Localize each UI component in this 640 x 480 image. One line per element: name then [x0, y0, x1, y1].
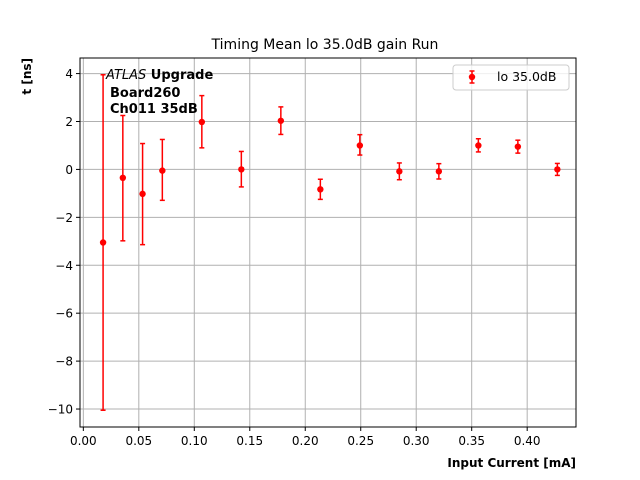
- data-marker: [139, 190, 146, 198]
- data-point: [119, 114, 127, 242]
- x-tick-label: 0.35: [458, 434, 485, 448]
- data-point: [317, 178, 324, 201]
- x-tick-label: 0.30: [403, 434, 430, 448]
- grid: [80, 58, 576, 427]
- chart-title: Timing Mean lo 35.0dB gain Run: [211, 37, 439, 53]
- data-point: [356, 133, 364, 156]
- data-marker: [99, 239, 107, 246]
- y-tick-label: 4: [65, 67, 73, 81]
- svg-text:ATLAS Upgrade: ATLAS Upgrade: [105, 68, 213, 83]
- y-tick-label: −10: [48, 403, 73, 417]
- data-series: [99, 74, 561, 411]
- legend-box: [452, 64, 570, 91]
- atlas-label: ATLAS: [105, 68, 146, 83]
- atlas-annotation: ATLAS Upgrade Board260 Ch011 35dB: [105, 68, 213, 117]
- x-axis-label: Input Current [mA]: [447, 456, 576, 470]
- x-tick-label: 0.05: [125, 434, 152, 448]
- data-marker: [514, 143, 522, 150]
- data-marker: [238, 166, 245, 173]
- data-point: [99, 74, 107, 411]
- legend: lo 35.0dB: [452, 64, 570, 91]
- data-point: [238, 150, 245, 188]
- data-point: [396, 162, 403, 181]
- data-point: [514, 139, 522, 154]
- data-point: [277, 106, 285, 136]
- upgrade-label: Upgrade: [146, 68, 213, 83]
- plot-frame: [79, 57, 577, 428]
- data-marker: [159, 167, 166, 174]
- data-point: [139, 142, 146, 246]
- data-point: [554, 162, 561, 177]
- y-tick-label: −8: [55, 355, 73, 369]
- data-point: [198, 94, 206, 149]
- data-marker: [554, 166, 561, 173]
- x-tick-label: 0.25: [347, 434, 374, 448]
- y-tick-label: −6: [55, 307, 73, 321]
- x-tick-label: 0.40: [514, 434, 541, 448]
- y-tick-label: −2: [55, 211, 73, 225]
- x-tick-label: 0.20: [292, 434, 319, 448]
- x-axis-ticks: 0.00 0.05 0.10 0.15 0.20 0.25 0.30 0.35 0.40: [70, 427, 541, 448]
- data-marker: [277, 117, 285, 124]
- data-point: [159, 138, 166, 202]
- data-marker: [317, 186, 324, 193]
- channel-label: Ch011 35dB: [110, 102, 198, 117]
- data-marker: [435, 168, 443, 175]
- board-label: Board260: [110, 86, 180, 101]
- x-tick-label: 0.00: [70, 434, 97, 448]
- data-marker: [396, 168, 403, 175]
- data-marker: [475, 142, 482, 149]
- legend-label: lo 35.0dB: [497, 69, 556, 84]
- y-axis-ticks: −10 −8 −6 −4 −2 0 2 4: [48, 67, 80, 417]
- y-tick-label: −4: [55, 259, 73, 273]
- y-axis-label: t [ns]: [20, 58, 34, 95]
- data-point: [435, 162, 443, 180]
- data-marker: [198, 118, 206, 126]
- x-tick-label: 0.15: [236, 434, 263, 448]
- data-point: [475, 137, 482, 153]
- y-tick-label: 2: [65, 115, 73, 129]
- data-marker: [119, 174, 127, 182]
- data-marker: [356, 142, 364, 149]
- legend-marker: [468, 70, 476, 84]
- y-tick-label: 0: [65, 163, 73, 177]
- x-tick-label: 0.10: [181, 434, 208, 448]
